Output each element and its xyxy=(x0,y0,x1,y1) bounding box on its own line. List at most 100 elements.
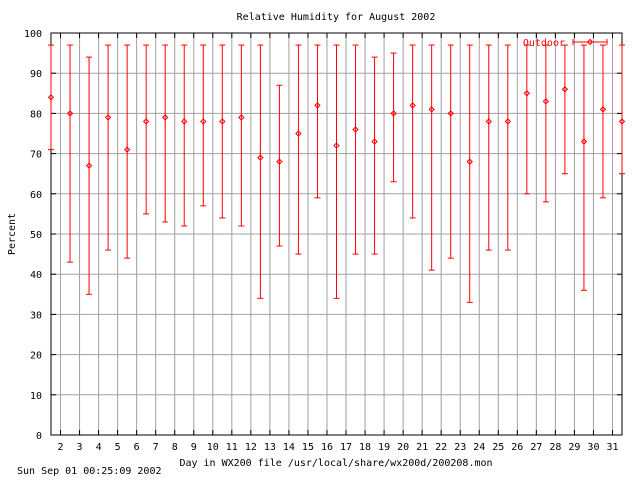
x-tick-label: 14 xyxy=(283,442,295,453)
legend-sample xyxy=(572,38,608,46)
x-axis-label: Day in WX200 file /usr/local/share/wx200… xyxy=(179,458,492,469)
average-marker xyxy=(485,118,492,125)
x-tick-label: 31 xyxy=(606,442,618,453)
average-marker xyxy=(580,138,588,145)
average-marker xyxy=(523,90,531,97)
legend-label: Outdoor xyxy=(523,38,565,49)
x-tick-label: 24 xyxy=(473,442,485,453)
average-marker xyxy=(561,86,569,93)
average-marker xyxy=(618,118,626,125)
x-tick-label: 27 xyxy=(530,442,542,453)
x-tick-label: 17 xyxy=(340,442,352,453)
average-marker xyxy=(314,102,321,109)
average-marker xyxy=(200,118,207,125)
errorbar-point xyxy=(295,44,302,255)
y-tick-label: 20 xyxy=(30,351,42,362)
errorbar-point xyxy=(66,44,74,263)
errorbar-point xyxy=(314,44,321,199)
errorbar-point xyxy=(276,84,283,247)
y-tick-label: 50 xyxy=(30,230,42,241)
y-axis: 0 10 20 30 40 50 60 70 80 90 100 xyxy=(24,29,622,442)
x-tick-label: 20 xyxy=(397,442,409,453)
average-marker xyxy=(181,118,188,125)
errorbar-point xyxy=(561,44,569,175)
y-tick-label: 80 xyxy=(30,109,42,120)
errorbar-point xyxy=(219,44,226,219)
y-tick-label: 40 xyxy=(30,270,42,281)
average-marker xyxy=(599,106,607,113)
errorbar-point xyxy=(47,44,55,151)
errorbar-point xyxy=(428,44,435,271)
errorbar-point xyxy=(447,44,454,259)
average-marker xyxy=(238,114,245,121)
x-tick-label: 3 xyxy=(77,442,83,453)
average-marker xyxy=(104,114,112,121)
average-marker xyxy=(85,162,93,169)
errorbar-point xyxy=(104,44,112,251)
errorbar-point xyxy=(371,56,378,255)
errorbar-point xyxy=(181,44,188,227)
average-marker xyxy=(142,118,150,125)
average-marker xyxy=(333,142,340,149)
average-marker xyxy=(447,110,454,117)
generated-timestamp: Sun Sep 01 00:25:09 2002 xyxy=(17,466,162,477)
average-marker xyxy=(428,106,435,113)
average-marker xyxy=(466,158,473,165)
y-tick-label: 60 xyxy=(30,190,42,201)
average-marker xyxy=(47,94,55,101)
errorbar-point xyxy=(599,44,607,199)
x-tick-label: 10 xyxy=(207,442,219,453)
x-tick-label: 16 xyxy=(321,442,333,453)
x-tick-label: 19 xyxy=(378,442,390,453)
errorbar-point xyxy=(390,52,397,183)
y-tick-label: 100 xyxy=(24,29,42,40)
average-marker xyxy=(66,110,74,117)
errorbar-point xyxy=(409,44,416,219)
average-marker xyxy=(504,118,512,125)
errorbar-point xyxy=(504,44,512,251)
y-tick-label: 30 xyxy=(30,310,42,321)
y-tick-label: 0 xyxy=(36,431,42,442)
errorbar-point xyxy=(580,44,588,291)
x-tick-label: 23 xyxy=(454,442,466,453)
x-tick-label: 13 xyxy=(264,442,276,453)
x-tick-label: 8 xyxy=(172,442,178,453)
x-tick-label: 2 xyxy=(58,442,64,453)
y-tick-label: 10 xyxy=(30,391,42,402)
y-tick-label: 70 xyxy=(30,150,42,161)
errorbar-point xyxy=(618,44,626,175)
x-tick-label: 28 xyxy=(549,442,561,453)
chart-title: Relative Humidity for August 2002 xyxy=(237,12,436,23)
x-tick-label: 11 xyxy=(226,442,238,453)
errorbar-point xyxy=(542,44,550,203)
x-tick-label: 25 xyxy=(492,442,504,453)
x-tick-label: 7 xyxy=(153,442,159,453)
x-tick-label: 12 xyxy=(245,442,257,453)
errorbar-point xyxy=(333,44,340,299)
series-outdoor xyxy=(47,44,626,303)
errorbar-point xyxy=(523,44,531,195)
legend: Outdoor xyxy=(523,38,608,49)
errorbar-point xyxy=(200,44,207,207)
legend-marker xyxy=(586,38,594,46)
x-tick-label: 9 xyxy=(191,442,197,453)
average-marker xyxy=(409,102,416,109)
average-marker xyxy=(257,154,264,161)
x-tick-label: 4 xyxy=(96,442,102,453)
x-axis: 2 3 4 5 6 7 8 9 10 11 12 13 14 15 16 17 18 19 20 21 22 23 24 25… xyxy=(58,33,619,453)
x-tick-label: 15 xyxy=(302,442,314,453)
average-marker xyxy=(276,158,283,165)
errorbar-point xyxy=(485,44,492,251)
errorbar-point xyxy=(257,44,264,299)
errorbar-point xyxy=(352,44,359,255)
x-tick-label: 5 xyxy=(115,442,121,453)
y-tick-label: 90 xyxy=(30,69,42,80)
errorbar-point xyxy=(123,44,131,259)
average-marker xyxy=(352,126,359,133)
x-tick-label: 6 xyxy=(134,442,140,453)
x-tick-label: 26 xyxy=(511,442,523,453)
errorbar-point xyxy=(466,44,473,303)
y-axis-label: Percent xyxy=(7,213,18,255)
errorbar-point xyxy=(161,44,169,223)
